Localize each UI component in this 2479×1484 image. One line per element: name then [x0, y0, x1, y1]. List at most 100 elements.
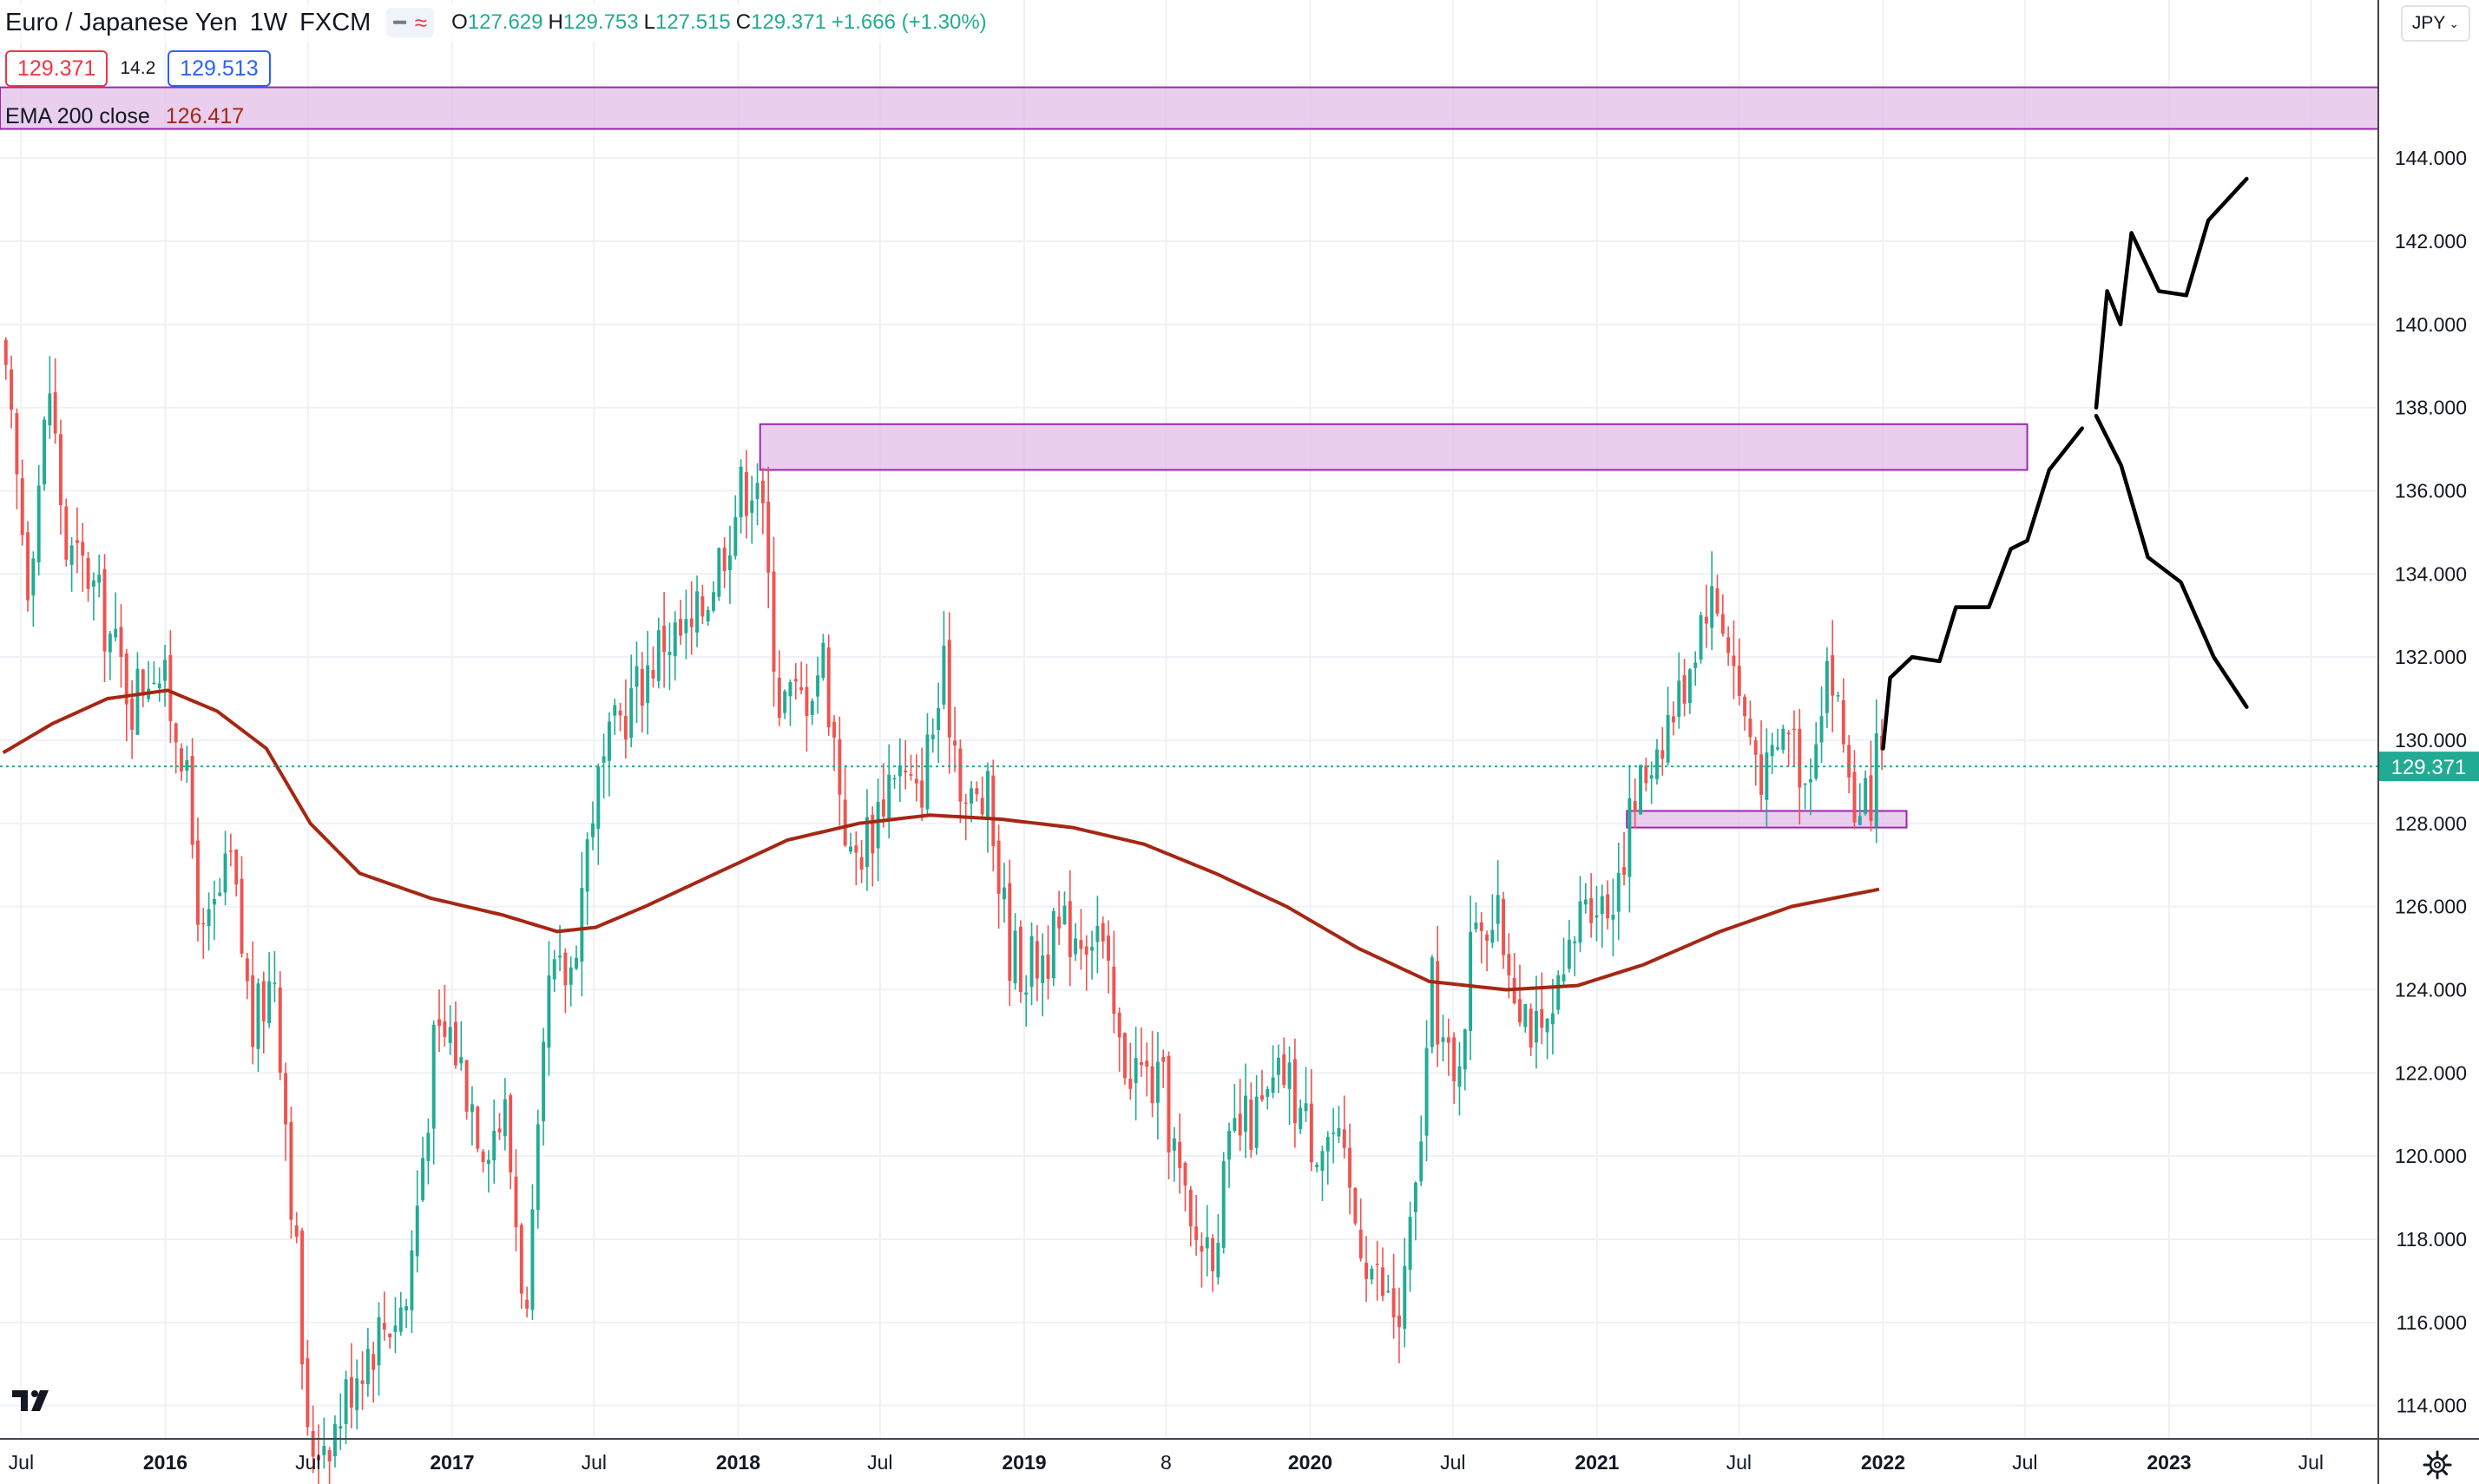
tradingview-logo-icon[interactable] — [10, 1385, 57, 1415]
grid-lines — [0, 0, 2378, 1439]
candle-body — [1271, 1077, 1275, 1093]
candle-body — [1852, 772, 1857, 823]
candle-body — [799, 686, 804, 691]
candle-body — [415, 1205, 419, 1257]
candle-body — [662, 625, 667, 653]
candle-body — [937, 707, 941, 730]
candle-body — [15, 412, 19, 475]
candle-body — [580, 888, 584, 962]
candle-body — [48, 393, 52, 426]
ema-legend[interactable]: EMA 200 close 126.417 — [5, 104, 244, 129]
candle-body — [1233, 1118, 1237, 1131]
candle-body — [1469, 931, 1473, 1031]
projection-drawing[interactable] — [2094, 413, 2249, 709]
candle-body — [365, 1349, 370, 1385]
candle-body — [646, 665, 650, 704]
candle-body — [530, 1209, 535, 1310]
y-tick-label: 120.000 — [2395, 1145, 2467, 1167]
symbol-legend[interactable]: Euro / Japanese Yen 1W FXCM ━ ≈ O 127.62… — [5, 3, 992, 42]
candle-body — [261, 981, 266, 1021]
zone-rectangle[interactable] — [0, 86, 2379, 130]
candle-body — [1101, 923, 1105, 942]
y-tick-label: 118.000 — [2397, 1228, 2467, 1251]
candle-body — [1798, 728, 1802, 788]
candle-body — [953, 740, 957, 746]
candle-body — [1381, 1267, 1384, 1297]
zone-rectangle[interactable] — [759, 423, 2029, 471]
x-tick-label: Jul — [2012, 1451, 2037, 1474]
candle-body — [421, 1158, 425, 1200]
projection-drawing[interactable] — [1881, 426, 2084, 751]
candle-body — [1254, 1096, 1259, 1148]
candle-body — [1386, 1290, 1391, 1293]
candle-body — [1397, 1315, 1401, 1328]
candle-body — [1786, 732, 1791, 735]
candle-body — [1018, 926, 1023, 992]
candle-body — [1540, 1008, 1544, 1028]
current-price-line: 129.371 — [0, 752, 2479, 782]
candle-body — [1496, 895, 1500, 924]
candle-body — [388, 1333, 392, 1337]
supply-demand-zones[interactable] — [0, 86, 2379, 829]
candle-body — [1441, 1037, 1445, 1042]
candle-body — [1024, 992, 1029, 995]
x-tick-label: 2017 — [430, 1451, 474, 1474]
freehand-drawings[interactable] — [1881, 176, 2249, 751]
candle-body — [1178, 1141, 1182, 1168]
candle-body — [86, 557, 90, 589]
interval-label[interactable]: 1W — [249, 8, 288, 36]
candle-body — [1803, 783, 1807, 785]
candle-body — [1611, 915, 1615, 920]
symbol-title[interactable]: Euro / Japanese Yen — [5, 8, 238, 36]
candle-body — [986, 771, 990, 819]
exchange-label: FXCM — [299, 8, 372, 36]
candle-body — [1858, 816, 1862, 825]
candle-body — [881, 799, 885, 817]
candle-body — [201, 923, 206, 925]
candle-body — [679, 619, 683, 636]
candle-body — [1682, 675, 1687, 704]
candle-body — [1874, 733, 1878, 827]
legend-toggle-button[interactable]: ━ ≈ — [386, 8, 435, 37]
candle-body — [234, 849, 239, 885]
candle-body — [1112, 966, 1116, 1015]
candle-body — [1836, 695, 1840, 697]
candle-body — [509, 1094, 513, 1172]
candle-body — [1463, 1029, 1467, 1070]
candle-body — [135, 668, 140, 735]
candle-body — [651, 669, 655, 679]
projection-drawing[interactable] — [2094, 176, 2249, 410]
candle-body — [1715, 588, 1720, 614]
candle-body — [195, 840, 200, 925]
candle-body — [871, 814, 875, 854]
candle-body — [519, 1225, 523, 1294]
candle-body — [486, 1159, 490, 1165]
candle-body — [20, 478, 24, 535]
candle-body — [1649, 775, 1654, 779]
candle-body — [700, 596, 705, 617]
candle-body — [706, 609, 710, 621]
candle-body — [695, 591, 700, 633]
candle-body — [1600, 896, 1604, 914]
candle-body — [1332, 1133, 1336, 1134]
candle-body — [1732, 655, 1736, 666]
currency-select[interactable]: JPY ⌄ — [2401, 5, 2470, 42]
candle-body — [75, 540, 79, 543]
sell-price-button[interactable]: 129.371 — [5, 50, 108, 87]
candle-body — [240, 878, 244, 954]
candle-body — [1831, 655, 1835, 696]
current-price-label: 129.371 — [2391, 756, 2467, 779]
candle-body — [1353, 1188, 1358, 1224]
candle-body — [1238, 1113, 1242, 1136]
gear-icon[interactable] — [2422, 1449, 2453, 1481]
x-tick-label: Jul — [2298, 1451, 2324, 1474]
candle-body — [942, 645, 946, 705]
candle-body — [788, 681, 792, 697]
candle-body — [1002, 887, 1006, 900]
spread-value: 14.2 — [120, 58, 156, 78]
y-tick-label: 130.000 — [2395, 729, 2467, 752]
buy-price-button[interactable]: 129.513 — [168, 50, 271, 87]
candle-body — [284, 1073, 288, 1125]
candle-body — [1518, 999, 1522, 1023]
